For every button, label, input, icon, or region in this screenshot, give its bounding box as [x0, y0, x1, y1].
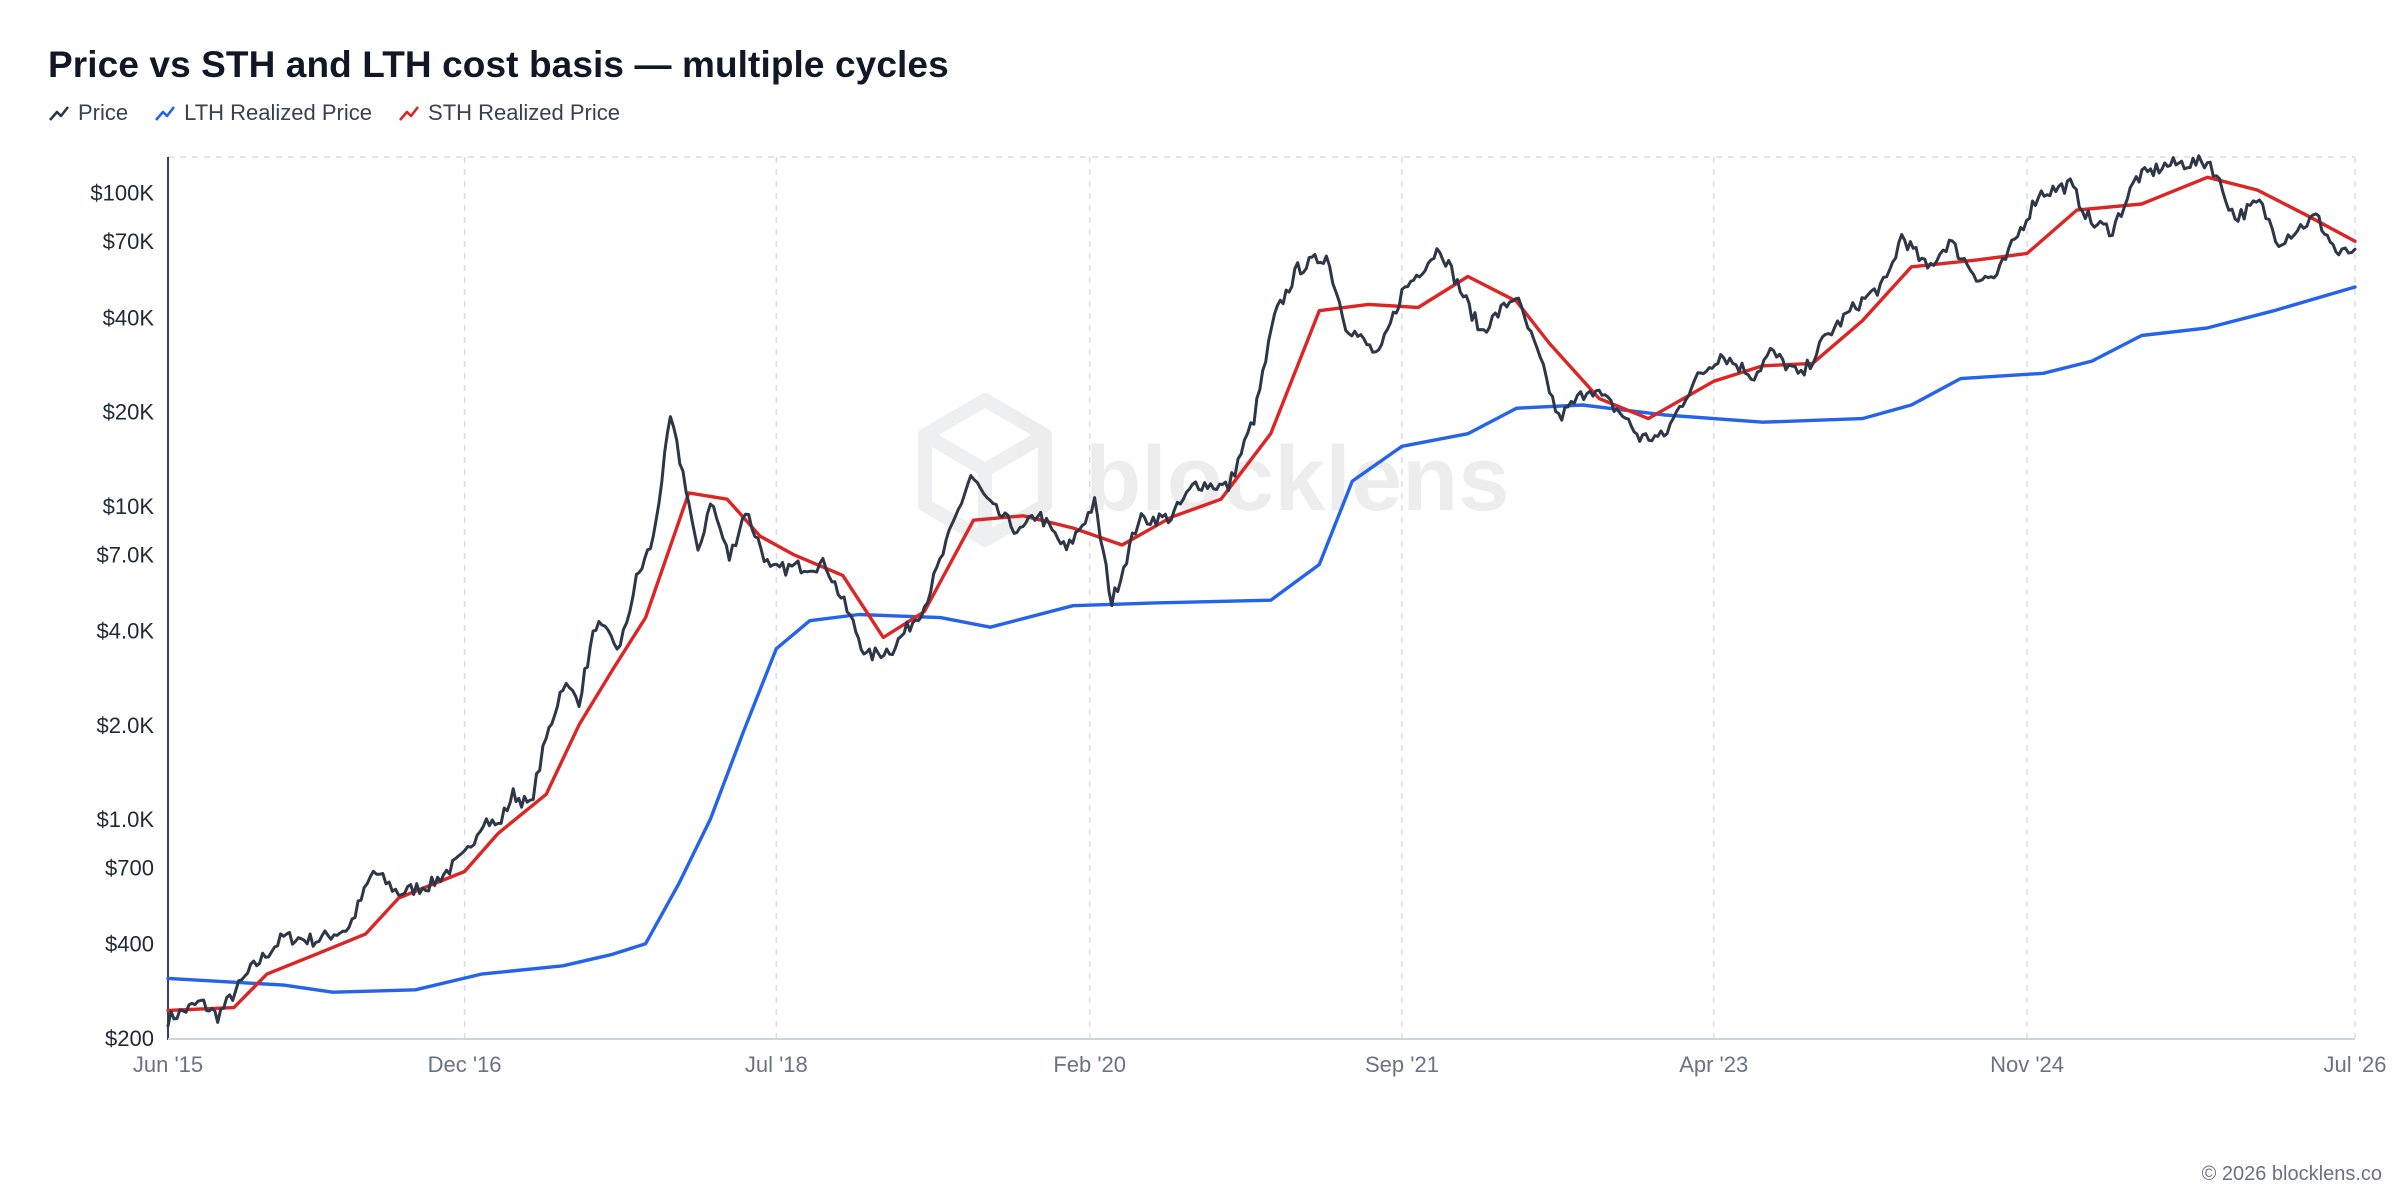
y-axis-ticks: $200 $400 $700 $1.0K $2.0K $4.0K $7.0K $10K $20K…: [90, 181, 154, 1051]
series-lines: [166, 154, 2357, 1028]
series-line-lth-realized-price[interactable]: [166, 285, 2357, 994]
grid-lines: [168, 156, 2356, 1038]
y-tick-label: $4.0K: [97, 619, 155, 644]
legend-item-lth[interactable]: LTH Realized Price: [154, 100, 372, 126]
y-tick-label: $100K: [90, 181, 154, 206]
x-tick-label: Nov '24: [1990, 1052, 2064, 1077]
y-tick-label: $7.0K: [97, 542, 155, 567]
y-tick-label: $1.0K: [97, 807, 155, 832]
x-tick-label: Jul '18: [745, 1052, 808, 1077]
x-axis-ticks: Jun '15 Dec '16 Jul '18 Feb '20 Sep '21 Apr '…: [133, 1052, 2387, 1077]
legend-item-sth[interactable]: STH Realized Price: [398, 100, 620, 126]
line-chart-icon: [399, 106, 420, 121]
watermark-text: blocklens: [1085, 428, 1509, 530]
cube-logo-icon: [918, 393, 1052, 547]
x-tick-label: Dec '16: [428, 1052, 502, 1077]
line-chart-icon: [155, 106, 176, 121]
legend-label: LTH Realized Price: [184, 100, 373, 125]
legend-label: Price: [78, 100, 129, 125]
legend: Price LTH Realized Price STH Realized Pr…: [48, 100, 620, 126]
y-tick-label: $10K: [103, 494, 155, 519]
x-tick-label: Feb '20: [1053, 1052, 1126, 1077]
y-tick-label: $20K: [103, 400, 155, 425]
y-tick-label: $400: [105, 932, 154, 957]
line-chart-icon: [49, 106, 70, 121]
x-tick-label: Sep '21: [1365, 1052, 1439, 1077]
y-tick-label: $70K: [103, 229, 155, 254]
y-tick-label: $40K: [103, 305, 155, 330]
legend-item-price[interactable]: Price: [48, 100, 128, 126]
copyright-footer: © 2026 blocklens.co: [2201, 1163, 2382, 1185]
x-tick-label: Jul '26: [2324, 1052, 2387, 1077]
legend-label: STH Realized Price: [428, 100, 620, 125]
axes: [167, 157, 2355, 1040]
watermark-logo: blocklens: [918, 393, 1509, 547]
y-tick-label: $700: [105, 856, 154, 881]
x-tick-label: Apr '23: [1679, 1052, 1748, 1077]
y-tick-label: $200: [105, 1026, 154, 1051]
x-tick-label: Jun '15: [133, 1052, 203, 1077]
chart-title: Price vs STH and LTH cost basis — multip…: [48, 44, 949, 85]
y-tick-label: $2.0K: [97, 713, 155, 738]
series-line-price[interactable]: [166, 154, 2357, 1028]
